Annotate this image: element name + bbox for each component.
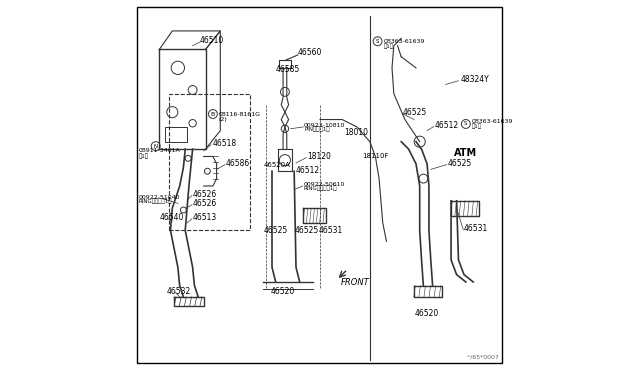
Text: FRONT: FRONT bbox=[340, 278, 369, 287]
Text: 46526: 46526 bbox=[193, 190, 217, 199]
Text: 46525: 46525 bbox=[447, 158, 472, 168]
Text: 00922-50610: 00922-50610 bbox=[303, 182, 345, 187]
Text: 18110F: 18110F bbox=[362, 153, 389, 159]
Text: 18120: 18120 bbox=[307, 152, 331, 161]
Text: 46532: 46532 bbox=[167, 287, 191, 296]
Text: 46513: 46513 bbox=[193, 213, 217, 222]
Bar bbox=[168, 94, 250, 230]
Text: 00923-10810: 00923-10810 bbox=[304, 123, 346, 128]
Text: B: B bbox=[210, 112, 214, 116]
Text: S: S bbox=[464, 122, 467, 126]
Text: 46560: 46560 bbox=[298, 48, 322, 57]
Text: 46540: 46540 bbox=[159, 213, 184, 222]
Text: 08911-3401A: 08911-3401A bbox=[138, 148, 180, 153]
Text: 46525: 46525 bbox=[403, 108, 428, 117]
Text: PINピン（1）: PINピン（1） bbox=[304, 127, 330, 132]
Text: 48324Y: 48324Y bbox=[460, 75, 489, 84]
Text: 46512: 46512 bbox=[296, 166, 320, 175]
Text: RINGリング（1）: RINGリング（1） bbox=[303, 186, 337, 191]
Text: RINGリング（1）: RINGリング（1） bbox=[138, 199, 172, 204]
Text: (2): (2) bbox=[218, 117, 227, 122]
Text: 08116-8161G: 08116-8161G bbox=[218, 112, 260, 116]
Text: S: S bbox=[376, 39, 379, 44]
Text: 46531: 46531 bbox=[464, 224, 488, 233]
Text: 46518: 46518 bbox=[212, 139, 236, 148]
Text: 46510: 46510 bbox=[200, 36, 224, 45]
Text: 、1。: 、1。 bbox=[138, 153, 148, 158]
Text: 18010: 18010 bbox=[344, 128, 368, 137]
Text: 46586: 46586 bbox=[226, 158, 250, 168]
Text: 46512: 46512 bbox=[435, 121, 459, 129]
Text: 46525: 46525 bbox=[294, 226, 319, 235]
Bar bbox=[165, 127, 187, 142]
Text: （1）: （1） bbox=[472, 124, 481, 129]
Text: ^/65*0007: ^/65*0007 bbox=[466, 354, 500, 359]
Text: 46585: 46585 bbox=[276, 65, 300, 74]
Text: 08363-61639: 08363-61639 bbox=[383, 39, 425, 44]
Text: 08363-61639: 08363-61639 bbox=[472, 119, 513, 124]
Text: 46520A: 46520A bbox=[264, 161, 291, 167]
Text: 46525: 46525 bbox=[264, 226, 288, 235]
Text: 46520: 46520 bbox=[415, 309, 439, 318]
Text: 00922-51040: 00922-51040 bbox=[138, 195, 180, 199]
Text: N: N bbox=[153, 144, 157, 149]
Text: ATM: ATM bbox=[454, 148, 477, 158]
Text: 46531: 46531 bbox=[319, 226, 343, 235]
Text: 46520: 46520 bbox=[271, 287, 295, 296]
Text: （1）: （1） bbox=[383, 43, 394, 49]
Text: 46526: 46526 bbox=[193, 199, 217, 208]
